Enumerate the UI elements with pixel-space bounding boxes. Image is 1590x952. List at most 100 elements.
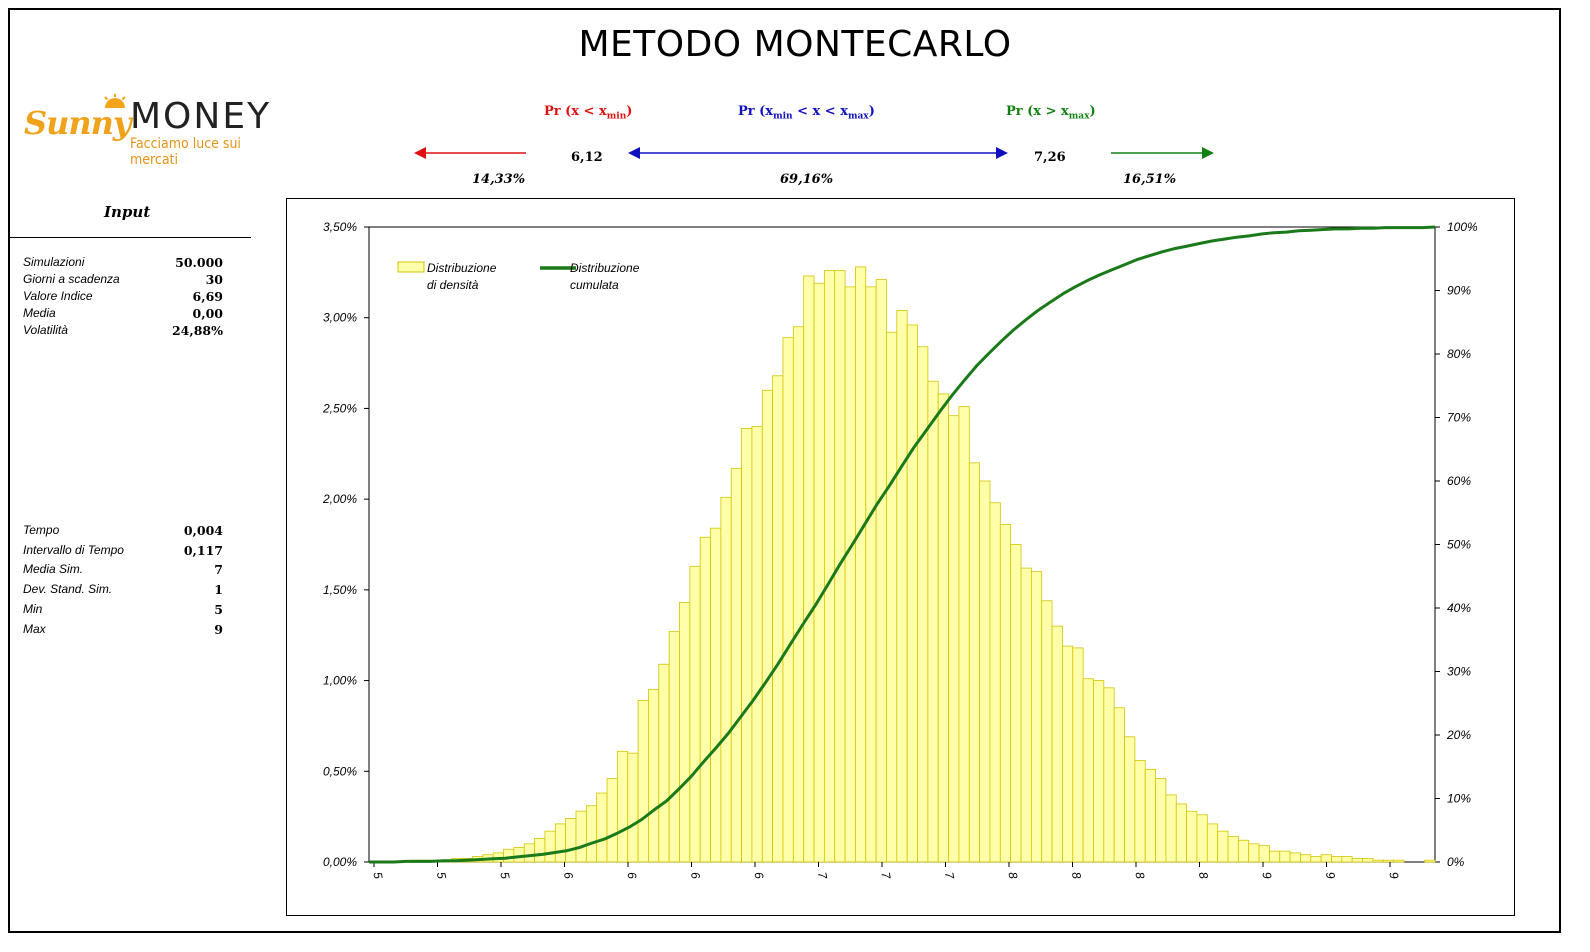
density-bar [1196, 814, 1208, 863]
density-bar [999, 524, 1012, 863]
density-bar [513, 847, 525, 863]
param-name: Simulazioni [23, 255, 85, 269]
y-right-tick-label: 100% [1447, 220, 1478, 234]
density-bar [1320, 854, 1332, 863]
x-tick-label: 5 [370, 871, 385, 880]
x-tick-label: 9 [1259, 871, 1274, 880]
density-bar [648, 689, 660, 863]
density-bar [1103, 687, 1115, 863]
density-bar [1341, 856, 1353, 863]
xmin-value: 6,12 [571, 150, 603, 165]
density-bar [1010, 544, 1022, 863]
param-value: 24,88% [171, 323, 223, 338]
density-bar [679, 602, 691, 863]
x-tick-label: 8 [1132, 871, 1147, 880]
prob-middle-label: Pr (xmin < x < xmax) [738, 104, 875, 122]
density-bar [741, 427, 753, 863]
density-bar [1155, 778, 1167, 863]
density-bar [1175, 803, 1188, 863]
density-bar [886, 331, 898, 863]
density-bar [927, 380, 939, 863]
param-name: Tempo [23, 523, 60, 537]
param-row: Max 9 [23, 622, 223, 640]
param-row: Intervallo di Tempo 0,117 [23, 543, 223, 561]
x-tick-label: 6 [624, 871, 639, 880]
density-bar [637, 700, 649, 863]
density-bar [606, 778, 618, 863]
density-bar [1082, 678, 1094, 863]
x-tick-label: 6 [751, 871, 766, 880]
cumulative-line [369, 225, 1436, 864]
prob-right-value: 16,51% [1123, 172, 1177, 187]
density-bar [1393, 859, 1405, 863]
density-bar [1165, 794, 1177, 863]
density-bar [1227, 836, 1239, 863]
param-name: Intervallo di Tempo [23, 542, 124, 557]
density-bar [813, 282, 825, 863]
density-bar [1072, 647, 1084, 863]
x-tick-label: 9 [1323, 871, 1338, 880]
legend-density-swatch [397, 261, 425, 273]
density-bar [710, 527, 722, 863]
param-name: Valore Indice [23, 289, 93, 303]
page-frame [8, 8, 1561, 933]
param-name: Max [23, 621, 46, 636]
montecarlo-chart: 0,00% 0,50% 1,00% 1,50% 2,00% 2,50% 3,00% 3,50%… [322, 220, 1478, 881]
prob-left-value: 14,33% [472, 172, 526, 187]
density-bar [1310, 856, 1322, 863]
param-value: 6,69 [192, 289, 223, 304]
density-bar [565, 818, 577, 863]
param-row: Simulazioni 50.000 [23, 255, 223, 273]
logo-tagline: Facciamo luce sui mercati [130, 136, 241, 168]
density-bar [1041, 600, 1053, 863]
param-name: Media Sim. [23, 562, 84, 577]
y-left-tick-label: 0,50% [323, 764, 357, 778]
density-bar [823, 270, 836, 863]
y-right-tick-label: 20% [1446, 728, 1471, 742]
density-bar [616, 750, 629, 863]
param-row: Tempo 0,004 [23, 523, 223, 541]
legend-density-label-1: Distribuzione [427, 261, 497, 275]
xmax-value: 7,26 [1034, 150, 1066, 165]
prob-middle-value: 69,16% [780, 172, 834, 187]
density-bar [1269, 850, 1281, 863]
density-bar [585, 805, 598, 863]
density-bar [534, 838, 546, 863]
param-name: Min [23, 601, 43, 616]
param-name: Dev. Stand. Sim. [23, 582, 113, 597]
legend-density-label-2: di densità [427, 278, 479, 292]
param-row: Dev. Stand. Sim. 1 [23, 582, 223, 600]
density-bar [989, 502, 1001, 863]
x-tick-label: 6 [688, 871, 703, 880]
x-tick-label: 8 [1069, 871, 1084, 880]
logo-sunny-text: Sunny [24, 104, 131, 142]
density-bar [689, 565, 701, 863]
input-divider [10, 237, 251, 238]
density-bar [844, 286, 856, 863]
density-bar [554, 823, 567, 863]
density-bar [751, 426, 763, 863]
density-bar [544, 830, 556, 863]
y-left-tick-label: 2,50% [322, 401, 357, 415]
density-bar [1372, 859, 1384, 863]
density-bar [782, 337, 794, 863]
param-row: Giorni a scadenza 30 [23, 272, 223, 290]
y-left-tick-label: 3,00% [323, 311, 357, 325]
density-bar [1217, 830, 1229, 863]
param-value: 50.000 [175, 255, 223, 270]
density-bar [958, 406, 970, 863]
density-bar [1144, 769, 1156, 863]
y-right-tick-label: 90% [1447, 284, 1471, 298]
y-left-tick-label: 1,50% [323, 583, 357, 597]
y-left-tick-label: 1,00% [323, 674, 357, 688]
input-title: Input [104, 203, 151, 221]
density-bar [865, 286, 877, 863]
param-row: Volatilità 24,88% [23, 323, 223, 341]
y-left-tick-label: 2,00% [322, 492, 357, 506]
density-bar [948, 415, 960, 863]
density-bar [575, 810, 587, 863]
density-bar [668, 631, 680, 863]
density-bar [1134, 760, 1146, 863]
density-bar [1206, 823, 1219, 863]
density-bar [1279, 850, 1291, 863]
